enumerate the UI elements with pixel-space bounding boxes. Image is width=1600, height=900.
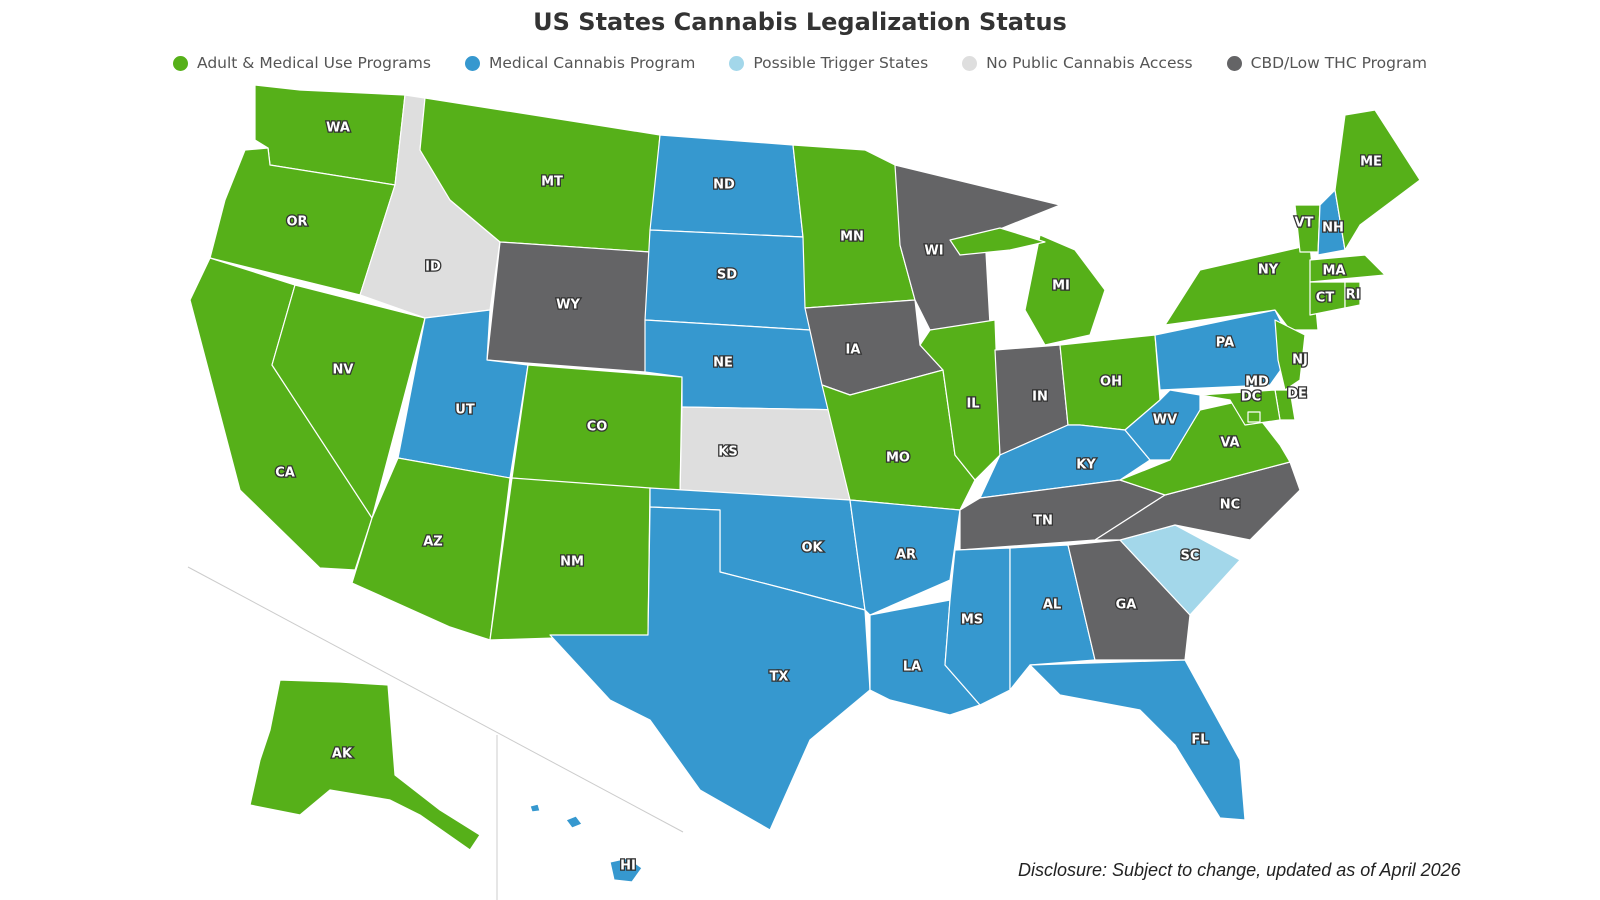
state-label-or: OR — [286, 215, 307, 230]
state-ri[interactable] — [1344, 281, 1361, 309]
state-hi[interactable] — [565, 815, 583, 829]
state-label-id: ID — [425, 260, 441, 275]
state-label-hi: HI — [620, 859, 636, 874]
state-ma[interactable] — [1309, 254, 1386, 283]
state-label-nd: ND — [713, 178, 735, 193]
state-nj[interactable] — [1274, 319, 1306, 391]
state-label-fl: FL — [1191, 733, 1208, 748]
state-label-mo: MO — [886, 451, 910, 466]
legend-item-cbd[interactable]: CBD/Low THC Program — [1226, 54, 1427, 72]
map-legend: Adult & Medical Use Programs Medical Can… — [0, 54, 1600, 72]
state-mi[interactable] — [1024, 234, 1106, 346]
state-labels-layer: WA OR CA NV ID MT WY UT AZ CO NM ND SD NE KS OK TX MN IA MO… — [274, 119, 1383, 875]
state-label-al: AL — [1043, 598, 1061, 613]
state-label-nj: NJ — [1292, 353, 1308, 368]
state-ar[interactable] — [849, 499, 961, 616]
legend-label-medical: Medical Cannabis Program — [488, 54, 696, 72]
state-ny[interactable] — [1164, 244, 1319, 331]
state-label-ne: NE — [713, 356, 733, 371]
state-wv[interactable] — [1124, 389, 1201, 461]
state-label-me: ME — [1360, 155, 1382, 170]
legend-item-trigger[interactable]: Possible Trigger States — [729, 54, 928, 72]
inset-divider-line — [187, 566, 684, 833]
legend-item-adult[interactable]: Adult & Medical Use Programs — [173, 54, 431, 72]
legend-item-none[interactable]: No Public Cannabis Access — [962, 54, 1193, 72]
legend-label-adult: Adult & Medical Use Programs — [197, 54, 431, 72]
state-label-in: IN — [1032, 390, 1048, 405]
state-hi[interactable] — [609, 857, 643, 883]
state-label-ms: MS — [961, 613, 983, 628]
state-label-mi: MI — [1052, 279, 1070, 294]
map-title: US States Cannabis Legalization Status — [533, 8, 1067, 36]
state-label-wa: WA — [326, 121, 350, 136]
legend-label-cbd: CBD/Low THC Program — [1250, 54, 1427, 72]
state-label-sd: SD — [717, 268, 737, 283]
state-tx[interactable] — [549, 506, 871, 831]
state-label-wi: WI — [924, 244, 943, 259]
legend-item-medical[interactable]: Medical Cannabis Program — [464, 54, 696, 72]
state-ga[interactable] — [1067, 539, 1191, 661]
state-label-nc: NC — [1220, 498, 1240, 513]
state-label-vt: VT — [1295, 216, 1314, 231]
state-il[interactable] — [919, 319, 1001, 481]
legend-label-trigger: Possible Trigger States — [753, 54, 929, 72]
state-label-ks: KS — [718, 445, 737, 460]
disclosure-note: Disclosure: Subject to change, updated a… — [1018, 860, 1461, 880]
legend-swatch-adult — [173, 55, 188, 71]
state-label-ny: NY — [1258, 263, 1279, 278]
state-label-ky: KY — [1076, 458, 1096, 473]
state-mi[interactable] — [949, 227, 1046, 256]
state-label-ca: CA — [275, 466, 295, 481]
state-label-sc: SC — [1181, 549, 1200, 564]
state-label-oh: OH — [1100, 375, 1122, 390]
state-dc[interactable] — [1247, 411, 1261, 423]
state-label-md: MD — [1245, 375, 1269, 390]
state-label-wy: WY — [556, 298, 580, 313]
state-label-ga: GA — [1116, 598, 1137, 613]
legend-swatch-cbd — [1226, 55, 1242, 71]
state-label-il: IL — [966, 397, 979, 412]
state-label-ok: OK — [801, 541, 823, 556]
state-ks[interactable] — [679, 406, 851, 501]
state-label-de: DE — [1287, 387, 1307, 402]
state-label-mn: MN — [840, 230, 864, 245]
state-fl[interactable] — [1029, 659, 1246, 821]
states-layer — [189, 84, 1421, 883]
state-me[interactable] — [1334, 109, 1421, 251]
state-label-ri: RI — [1346, 288, 1361, 303]
state-label-nh: NH — [1322, 221, 1344, 236]
state-label-co: CO — [587, 420, 608, 435]
state-label-tn: TN — [1033, 514, 1053, 529]
state-label-wv: WV — [1153, 413, 1177, 428]
state-label-dc: DC — [1241, 390, 1261, 405]
state-hi[interactable] — [529, 803, 541, 813]
state-label-ut: UT — [455, 403, 475, 418]
state-label-ar: AR — [896, 548, 916, 563]
state-label-ak: AK — [332, 747, 353, 762]
state-label-ct: CT — [1316, 291, 1335, 306]
state-al[interactable] — [1009, 544, 1096, 691]
state-label-nm: NM — [560, 555, 584, 570]
state-label-mt: MT — [541, 175, 563, 190]
legend-label-none: No Public Cannabis Access — [986, 54, 1193, 72]
state-label-nv: NV — [333, 363, 354, 378]
state-az[interactable] — [351, 457, 511, 641]
state-label-tx: TX — [770, 670, 789, 685]
state-label-va: VA — [1220, 436, 1239, 451]
legend-swatch-medical — [464, 55, 480, 71]
state-or[interactable] — [209, 147, 396, 296]
state-label-ia: IA — [846, 343, 861, 358]
legend-swatch-none — [962, 55, 978, 71]
state-label-pa: PA — [1216, 336, 1234, 351]
state-label-la: LA — [903, 660, 921, 675]
state-label-az: AZ — [423, 535, 443, 550]
state-label-ma: MA — [1323, 264, 1346, 279]
legend-swatch-trigger — [729, 55, 745, 71]
state-ak[interactable] — [249, 679, 481, 851]
